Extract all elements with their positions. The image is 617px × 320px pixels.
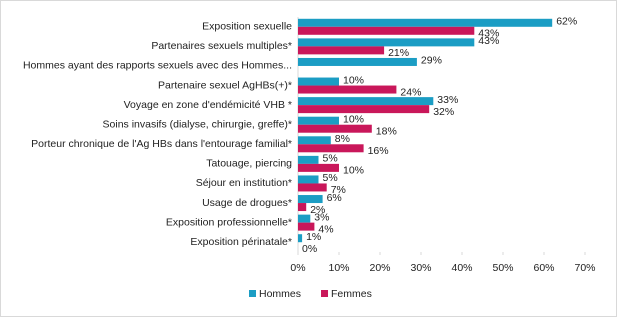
bar: [298, 26, 475, 35]
y-tick-label: Exposition sexuelle: [202, 21, 292, 33]
value-label: 6%: [327, 192, 342, 204]
bar: [298, 214, 311, 223]
x-tick-label: 70%: [574, 262, 595, 274]
y-tick-label: Soins invasifs (dialyse, chirurgie, gref…: [103, 118, 292, 130]
y-tick-label: Hommes ayant des rapports sexuels avec d…: [23, 60, 292, 72]
value-label: 8%: [335, 133, 350, 145]
bar: [298, 136, 331, 145]
x-tick-label: 10%: [328, 262, 349, 274]
value-label: 43%: [478, 35, 499, 47]
x-tick-label: 40%: [451, 262, 472, 274]
value-label: 29%: [421, 55, 442, 67]
value-label: 43%: [478, 28, 499, 40]
bar: [298, 38, 475, 47]
value-label: 5%: [323, 153, 338, 165]
bar: [298, 195, 323, 204]
y-tick-label: Tatouage, piercing: [206, 158, 292, 170]
x-tick-label: 0%: [290, 262, 305, 274]
bar: [298, 222, 315, 231]
bar: [298, 203, 307, 212]
legend-label: Hommes: [259, 288, 301, 300]
bar: [298, 163, 339, 172]
bar: [298, 124, 372, 133]
bar: [298, 46, 385, 55]
y-tick-label: Porteur chronique de l'Ag HBs dans l'ent…: [31, 138, 292, 150]
bar: [298, 175, 319, 184]
x-tick-label: 30%: [410, 262, 431, 274]
y-tick-label: Usage de drogues*: [202, 197, 292, 209]
y-tick-label: Séjour en institution*: [196, 177, 292, 189]
value-label: 18%: [376, 125, 397, 137]
bar: [298, 97, 434, 106]
value-label: 16%: [368, 145, 389, 157]
value-label: 10%: [343, 113, 364, 125]
legend-swatch: [249, 290, 256, 297]
value-label: 21%: [388, 47, 409, 59]
x-tick-label: 50%: [492, 262, 513, 274]
legend-label: Femmes: [331, 288, 372, 300]
value-label: 10%: [343, 74, 364, 86]
value-label: 7%: [331, 184, 346, 196]
bar: [298, 105, 430, 114]
y-tick-label: Partenaires sexuels multiples*: [151, 40, 292, 52]
x-tick-label: 20%: [369, 262, 390, 274]
value-label: 10%: [343, 165, 364, 177]
value-label: 5%: [323, 172, 338, 184]
y-tick-label: Exposition périnatale*: [190, 236, 292, 248]
bar: [298, 144, 364, 153]
y-tick-label: Partenaire sexuel AgHBs(+)*: [158, 79, 292, 91]
value-label: 4%: [318, 223, 333, 235]
value-label: 33%: [437, 94, 458, 106]
legend-swatch: [321, 290, 329, 297]
value-label: 32%: [433, 106, 454, 118]
y-tick-label: Voyage en zone d'endémicité VHB *: [124, 99, 292, 111]
value-label: 3%: [314, 211, 329, 223]
bar: [298, 77, 339, 86]
bar: [298, 57, 417, 66]
value-label: 62%: [556, 16, 577, 28]
value-label: 2%: [310, 204, 325, 216]
bar: [298, 155, 319, 164]
bar: [298, 234, 303, 243]
x-tick-label: 60%: [533, 262, 554, 274]
bar: [298, 18, 553, 27]
value-label: 1%: [306, 231, 321, 243]
bar: [298, 116, 339, 125]
value-label: 0%: [302, 243, 317, 255]
value-label: 24%: [400, 86, 421, 98]
bar: [298, 183, 327, 192]
bar: [298, 85, 397, 94]
y-tick-label: Exposition professionnelle*: [166, 216, 292, 228]
